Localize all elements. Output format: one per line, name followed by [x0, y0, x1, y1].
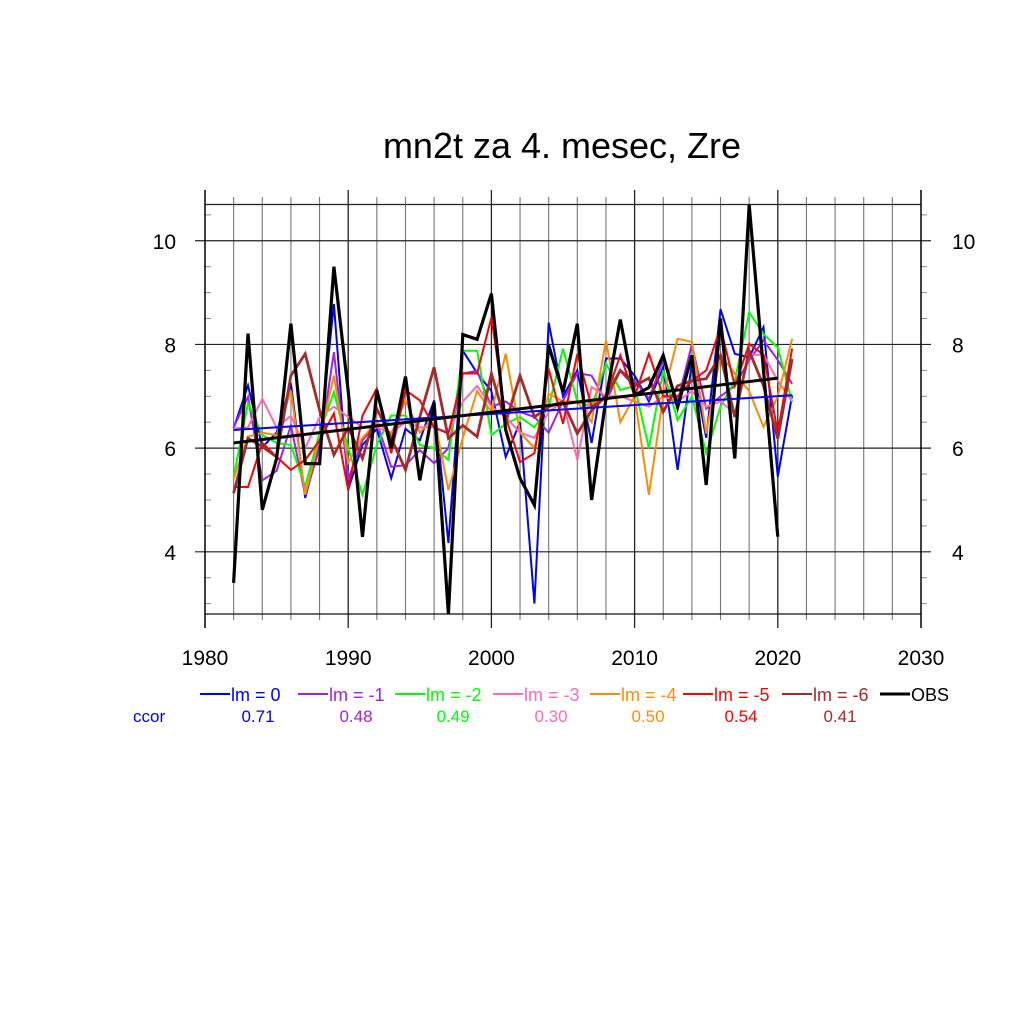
- ccor-label: ccor: [133, 707, 165, 726]
- x-tick-label: 2000: [468, 647, 515, 670]
- y-tick-label-left: 6: [164, 438, 176, 461]
- trend-line-lm-0: [233, 394, 793, 431]
- axes: 1980 1990 2000 2010 2020 2030 4 4 6 6 8 8 10 10: [153, 190, 975, 670]
- legend-ccor-value: 0.49: [436, 707, 469, 726]
- series-line-obs: [232, 204, 780, 615]
- trend-line-obs: [233, 376, 778, 445]
- legend-label: lm = -6: [813, 685, 869, 705]
- legend-label: lm = -5: [714, 685, 770, 705]
- legend-ccor-value: 0.41: [823, 707, 856, 726]
- y-tick-label-right: 10: [952, 231, 975, 254]
- y-tick-label-right: 6: [952, 438, 964, 461]
- series-lines: [232, 204, 794, 615]
- legend: ccor lm = 0 0.71 lm = -1 0.48 lm = -2 0.49 lm …: [133, 685, 949, 726]
- y-tick-label-left: 4: [164, 542, 176, 565]
- legend-ccor-value: 0.50: [631, 707, 664, 726]
- series-line-lm-3: [233, 353, 793, 461]
- legend-ccor-value: 0.71: [241, 707, 274, 726]
- legend-label: OBS: [911, 685, 949, 705]
- legend-label: lm = -2: [426, 685, 482, 705]
- y-tick-label-right: 8: [952, 334, 964, 357]
- x-tick-label: 1980: [182, 647, 229, 670]
- legend-ccor-value: 0.30: [534, 707, 567, 726]
- y-tick-label-right: 4: [952, 542, 964, 565]
- x-tick-label: 2030: [898, 647, 945, 670]
- x-tick-label: 1990: [325, 647, 372, 670]
- legend-label: lm = -1: [329, 685, 385, 705]
- x-tick-label: 2010: [611, 647, 658, 670]
- y-tick-label-left: 10: [153, 231, 176, 254]
- legend-ccor-value: 0.48: [339, 707, 372, 726]
- legend-label: lm = -4: [621, 685, 677, 705]
- y-tick-label-left: 8: [164, 334, 176, 357]
- series-line-lm-5: [233, 317, 794, 491]
- trend-lines: [233, 376, 793, 445]
- legend-ccor-value: 0.54: [724, 707, 757, 726]
- legend-label: lm = 0: [231, 685, 281, 705]
- legend-label: lm = -3: [524, 685, 580, 705]
- chart-title: mn2t za 4. mesec, Zre: [383, 125, 741, 166]
- x-tick-label: 2020: [754, 647, 801, 670]
